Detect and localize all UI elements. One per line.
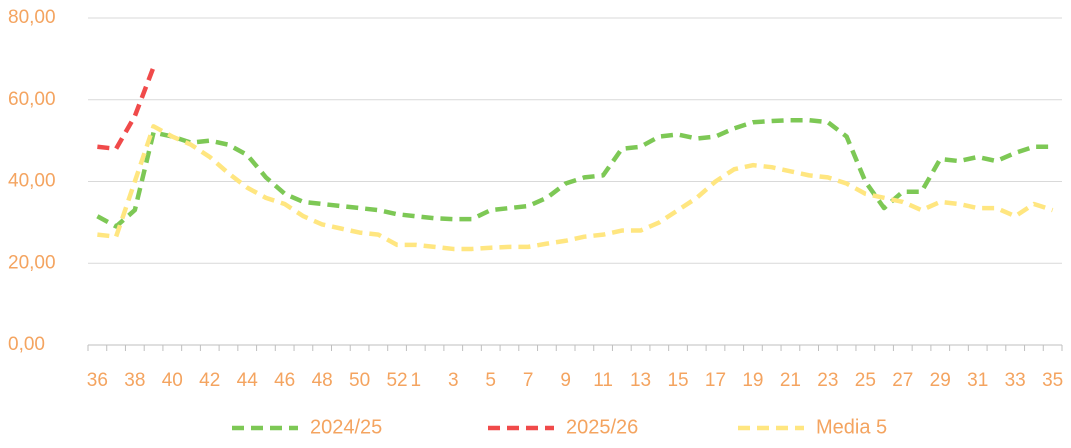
x-tick-label: 11 (593, 370, 613, 391)
x-tick-label: 52 (386, 370, 407, 391)
x-tick-label: 7 (523, 370, 534, 391)
x-tick-label: 27 (892, 370, 913, 391)
x-tick-label: 9 (560, 370, 571, 391)
x-tick-label: 36 (87, 370, 108, 391)
x-tick-label: 40 (162, 370, 183, 391)
x-tick-label: 44 (237, 370, 259, 391)
x-tick-label: 13 (630, 370, 651, 391)
x-tick-label: 3 (448, 370, 459, 391)
x-tick-label: 5 (485, 370, 496, 391)
y-tick-label: 60,00 (8, 89, 56, 110)
x-tick-label: 25 (855, 370, 876, 391)
legend-label: 2025/26 (566, 416, 638, 438)
x-tick-label: 31 (967, 370, 988, 391)
x-tick-label: 38 (124, 370, 145, 391)
x-tick-label: 46 (274, 370, 295, 391)
x-tick-label: 42 (199, 370, 220, 391)
y-tick-label: 0,00 (8, 334, 45, 355)
legend-label: 2024/25 (310, 416, 382, 438)
x-tick-label: 23 (817, 370, 838, 391)
series-line (96, 117, 1053, 229)
x-tick-label: 1 (410, 370, 421, 391)
legend-label: Media 5 (816, 416, 887, 438)
y-tick-label: 20,00 (8, 252, 56, 273)
x-tick-label: 19 (742, 370, 763, 391)
x-tick-label: 21 (780, 370, 801, 391)
x-tick-label: 48 (312, 370, 333, 391)
x-tick-label: 29 (930, 370, 951, 391)
x-tick-label: 33 (1005, 370, 1026, 391)
y-tick-label: 40,00 (8, 171, 56, 192)
x-tick-label: 50 (349, 370, 370, 391)
series-line (97, 66, 156, 152)
x-tick-label: 35 (1042, 370, 1063, 391)
x-tick-label: 17 (705, 370, 726, 391)
y-tick-label: 80,00 (8, 7, 56, 28)
x-tick-label: 15 (667, 370, 688, 391)
series-line (97, 124, 1054, 252)
